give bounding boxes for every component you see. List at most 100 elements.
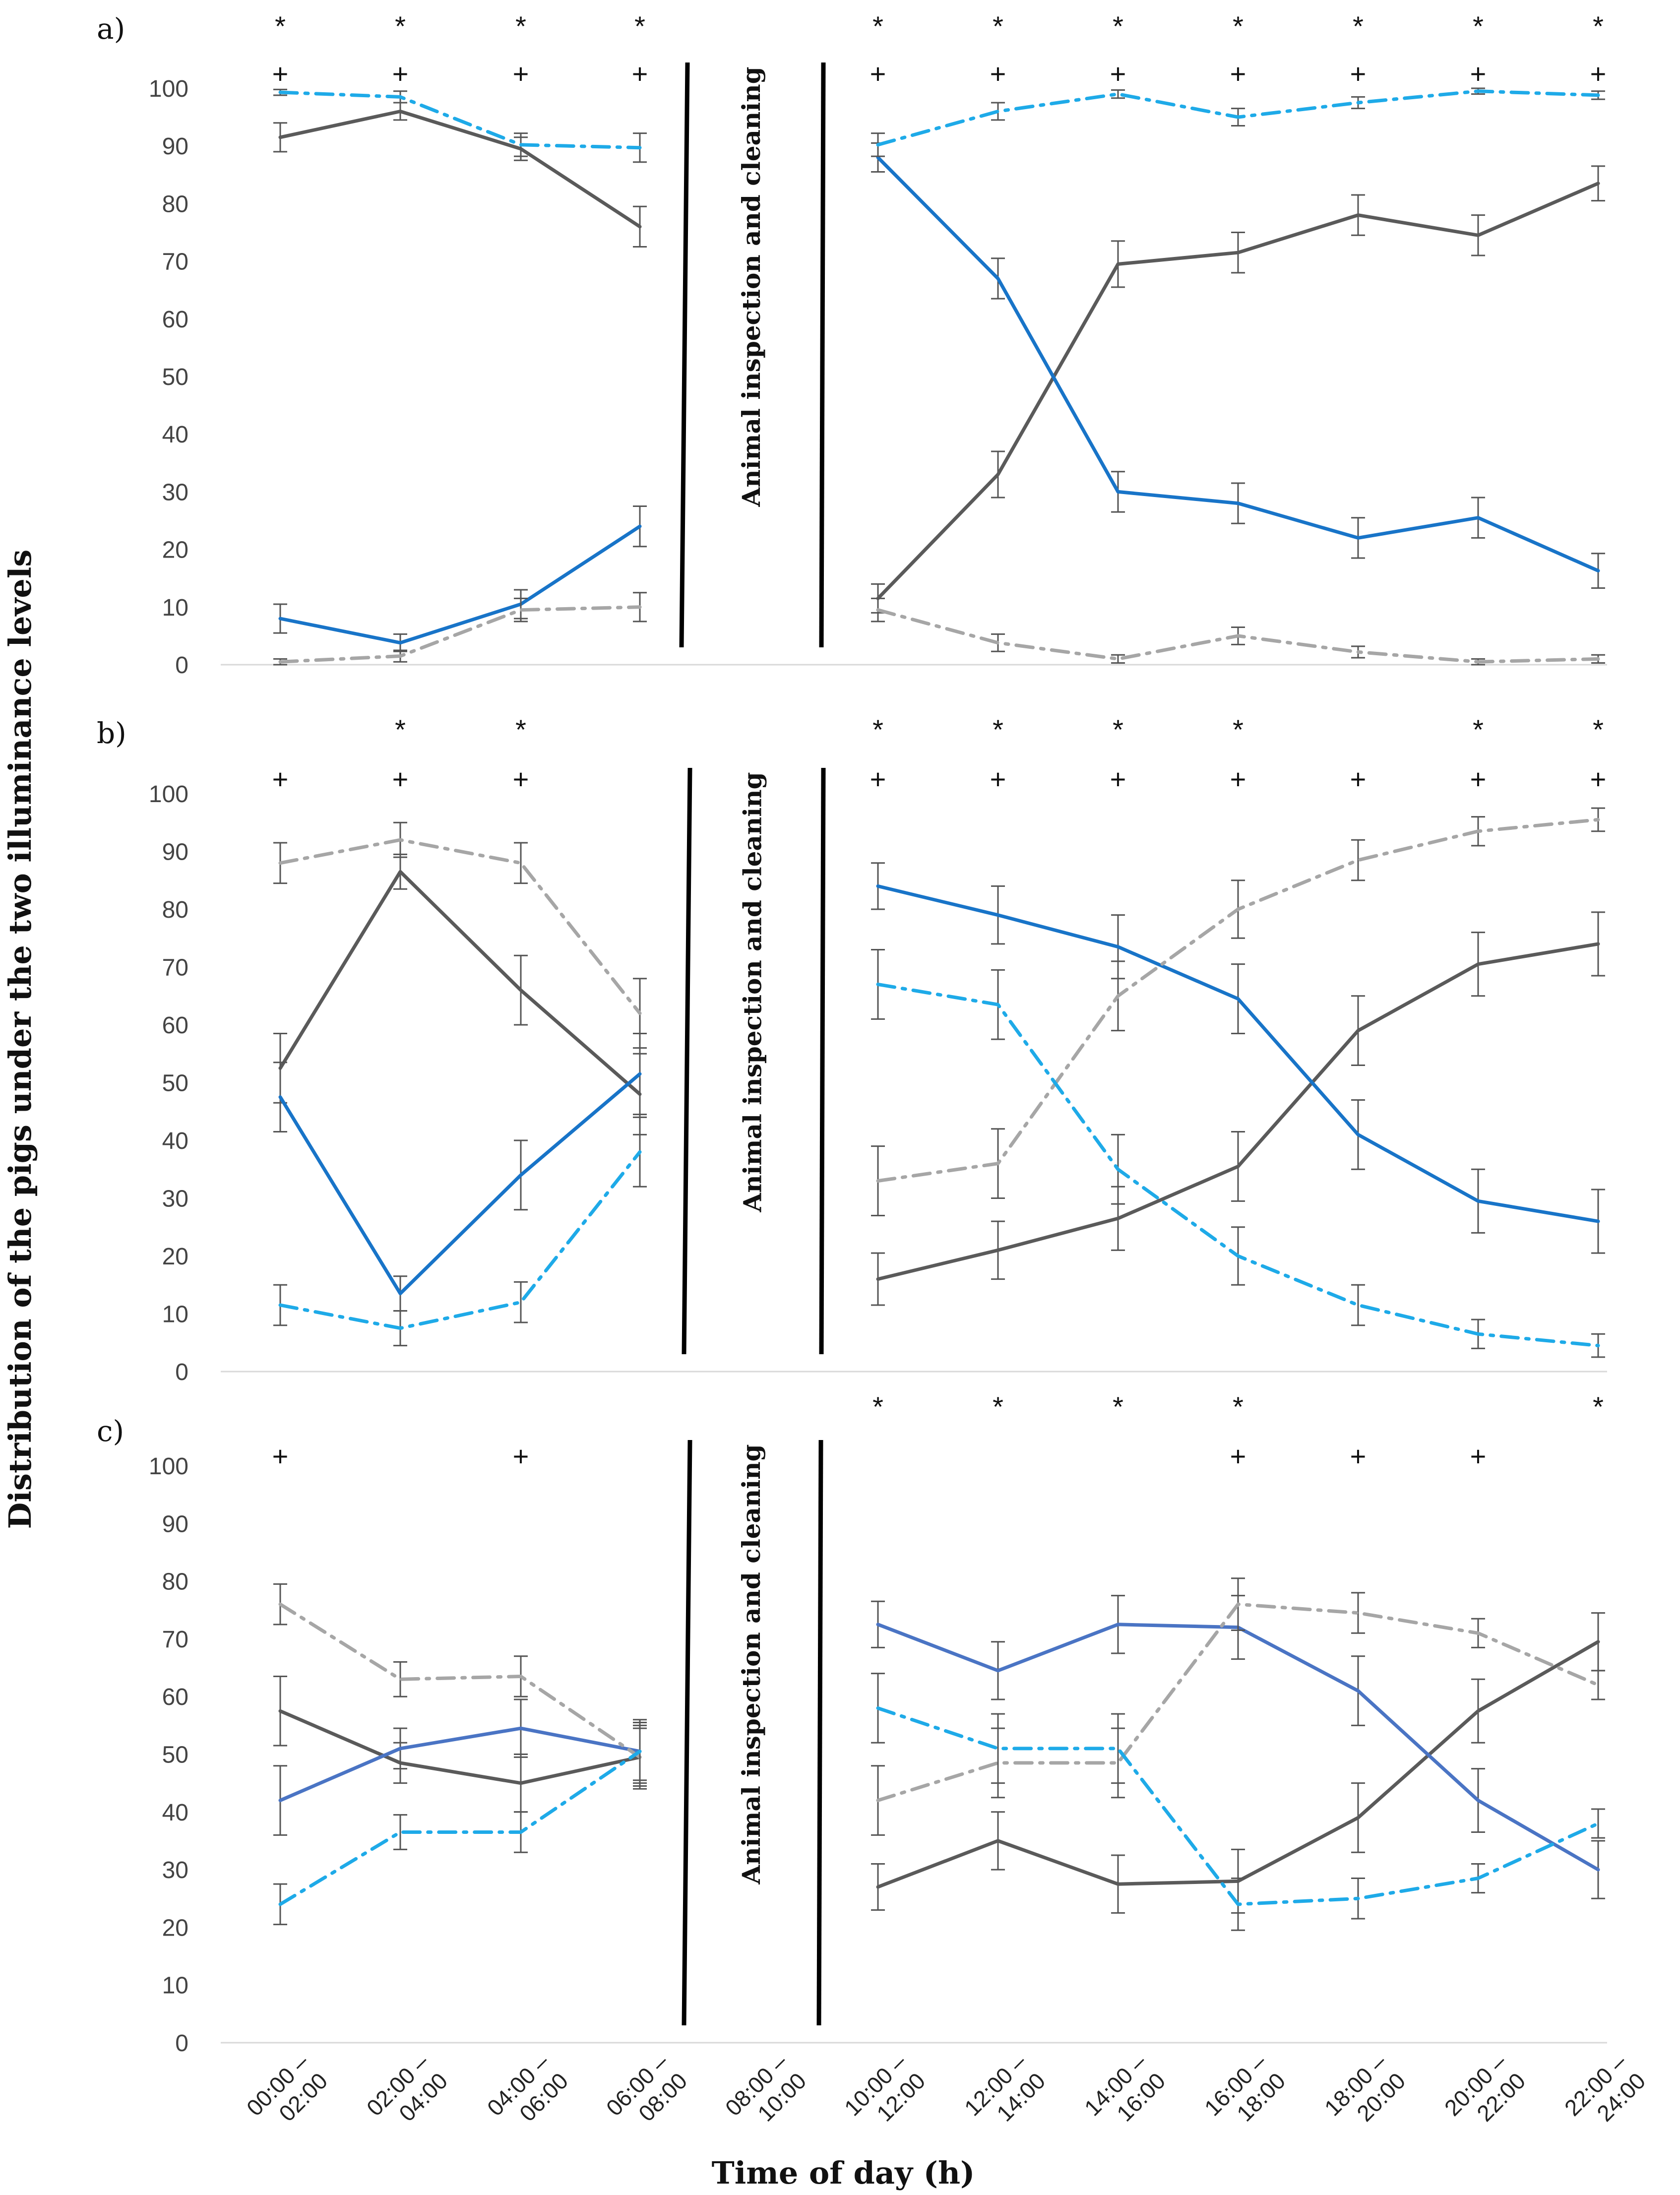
panel-label: c) — [97, 1414, 124, 1448]
series-line — [876, 89, 1600, 147]
asterisk-marker: * — [515, 10, 526, 42]
series-3 — [273, 87, 1605, 163]
y-tick-label: 80 — [162, 1569, 188, 1595]
panel-label: b) — [97, 716, 126, 750]
series-line — [278, 605, 642, 664]
separator-line — [816, 1440, 823, 2026]
asterisk-marker: * — [1353, 10, 1364, 42]
plus-marker: + — [1470, 1441, 1487, 1472]
asterisk-marker: * — [993, 714, 1003, 745]
separator-line — [682, 1440, 692, 2026]
y-tick-label: 60 — [162, 307, 188, 333]
panel-label: a) — [97, 12, 125, 46]
asterisk-marker: * — [634, 10, 645, 42]
separator-line — [679, 62, 690, 648]
asterisk-marker: * — [1113, 714, 1123, 745]
plus-marker: + — [990, 58, 1006, 89]
asterisk-marker: * — [395, 714, 406, 745]
y-tick-label: 30 — [162, 1857, 188, 1883]
annotation-label: Animal inspection and cleaning — [737, 66, 766, 507]
y-tick-label: 30 — [162, 1186, 188, 1212]
annotation-label: Animal inspection and cleaning — [737, 1444, 766, 1884]
panel-1: 0 10 20 30 40 50 60 70 80 90 100 a) Animal inspectio… — [97, 10, 1607, 679]
series-line — [876, 155, 1600, 573]
asterisk-marker: * — [395, 10, 406, 42]
plus-marker: + — [632, 58, 648, 89]
y-tick-label: 20 — [162, 537, 188, 564]
y-tick-label: 0 — [175, 2030, 188, 2057]
asterisk-marker: * — [872, 714, 883, 745]
series-1 — [273, 102, 1605, 614]
plus-marker: + — [392, 763, 409, 795]
plus-marker: + — [272, 58, 289, 89]
plus-marker: + — [272, 763, 289, 795]
series-line — [876, 1602, 1600, 1802]
plus-marker: + — [272, 1441, 289, 1472]
plus-marker: + — [513, 58, 529, 89]
asterisk-marker: * — [993, 1391, 1003, 1422]
plus-marker: + — [1350, 58, 1367, 89]
plus-marker: + — [1110, 58, 1126, 89]
y-tick-label: 90 — [162, 839, 188, 866]
plus-marker: + — [1110, 763, 1126, 795]
plus-marker: + — [1230, 58, 1246, 89]
series-1 — [273, 853, 1605, 1306]
y-tick-label: 40 — [162, 1800, 188, 1826]
asterisk-marker: * — [1473, 10, 1484, 42]
series-4 — [273, 949, 1605, 1358]
series-line — [876, 982, 1600, 1348]
asterisk-marker: * — [1473, 714, 1484, 745]
series-3 — [273, 807, 1605, 1216]
series-line — [278, 1726, 642, 1802]
asterisk-marker: * — [872, 1391, 883, 1422]
series-line — [278, 838, 642, 1015]
y-tick-label: 10 — [162, 595, 188, 621]
plus-marker: + — [870, 763, 886, 795]
asterisk-marker: * — [1593, 1391, 1604, 1422]
series-line — [278, 90, 642, 150]
asterisk-marker: * — [1593, 10, 1604, 42]
y-tick-label: 70 — [162, 955, 188, 981]
plus-marker: + — [1470, 763, 1487, 795]
y-tick-label: 30 — [162, 479, 188, 505]
y-tick-label: 0 — [175, 652, 188, 679]
plus-marker: + — [990, 763, 1006, 795]
series-line — [278, 1072, 642, 1296]
y-tick-label: 90 — [162, 133, 188, 160]
y-tick-label: 50 — [162, 364, 188, 390]
series-line — [278, 1709, 642, 1785]
y-tick-label: 100 — [149, 76, 188, 102]
y-tick-label: 70 — [162, 1627, 188, 1653]
y-tick-label: 20 — [162, 1915, 188, 1941]
plus-marker: + — [513, 763, 529, 795]
panel-2: 0 10 20 30 40 50 60 70 80 90 100 b) Animal inspectio… — [97, 714, 1607, 1385]
series-line — [278, 870, 642, 1096]
series-4 — [273, 1673, 1605, 1931]
asterisk-marker: * — [1233, 714, 1244, 745]
plus-marker: + — [1350, 1441, 1367, 1472]
y-tick-label: 10 — [162, 1302, 188, 1328]
plus-marker: + — [1590, 58, 1607, 89]
y-tick-label: 70 — [162, 249, 188, 275]
series-line — [876, 817, 1600, 1183]
plus-marker: + — [1470, 58, 1487, 89]
y-tick-label: 10 — [162, 1973, 188, 1999]
x-axis-label: Time of day (h) — [712, 2155, 975, 2191]
y-tick-label: 50 — [162, 1742, 188, 1768]
plus-marker: + — [392, 58, 409, 89]
series-line — [278, 524, 642, 645]
series-line — [278, 110, 642, 229]
plus-marker: + — [1230, 763, 1246, 795]
y-tick-label: 50 — [162, 1070, 188, 1097]
asterisk-marker: * — [872, 10, 883, 42]
panel-3: 0 10 20 30 40 50 60 70 80 90 100 c) Animal inspectio… — [97, 1391, 1607, 2057]
y-tick-label: 40 — [162, 1128, 188, 1154]
series-line — [876, 1706, 1600, 1906]
series-line — [278, 1150, 642, 1330]
series-line — [278, 1602, 642, 1759]
asterisk-marker: * — [1233, 1391, 1244, 1422]
y-tick-label: 80 — [162, 191, 188, 217]
series-line — [876, 182, 1600, 600]
